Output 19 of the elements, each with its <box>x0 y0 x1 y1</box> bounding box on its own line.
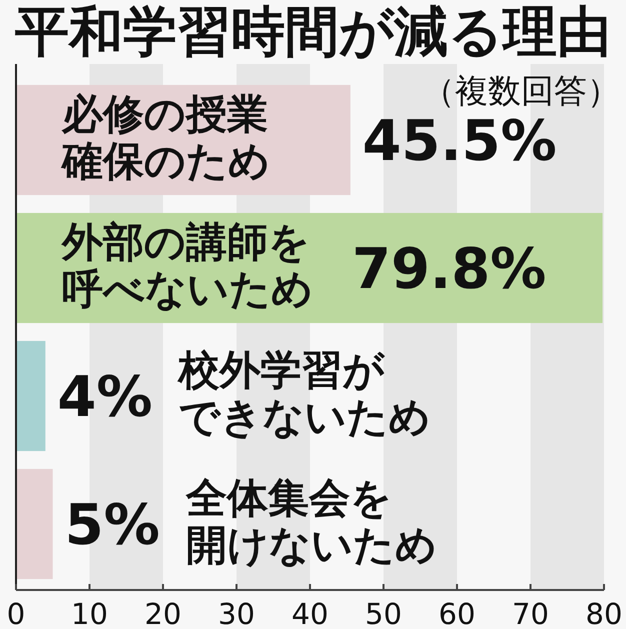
y-tick-label: 全体集会を開けないため <box>184 474 437 569</box>
y-tick-label: 必修の授業確保のため <box>60 90 270 185</box>
data-label: 4% <box>57 365 152 430</box>
y-tick-label: 校外学習ができないため <box>176 346 430 441</box>
chart-subtitle: （複数回答） <box>422 71 620 110</box>
x-tick-label: 10 <box>71 597 108 629</box>
data-label: 5% <box>64 493 160 558</box>
y-tick-label: 外部の講師を呼べないため <box>61 218 313 313</box>
x-tick-label: 50 <box>365 597 402 629</box>
chart-title: 平和学習時間が減る理由 <box>14 0 611 63</box>
x-tick-label: 20 <box>144 597 182 629</box>
x-tick-label: 0 <box>6 597 26 629</box>
data-label: 79.8% <box>352 237 546 302</box>
x-tick-label: 60 <box>438 597 476 629</box>
x-tick-label: 80 <box>586 597 622 629</box>
x-tick-label: 70 <box>512 597 549 629</box>
data-label: 45.5% <box>362 109 557 174</box>
x-tick-label: 40 <box>292 597 328 629</box>
x-tick-label: 30 <box>218 597 255 629</box>
